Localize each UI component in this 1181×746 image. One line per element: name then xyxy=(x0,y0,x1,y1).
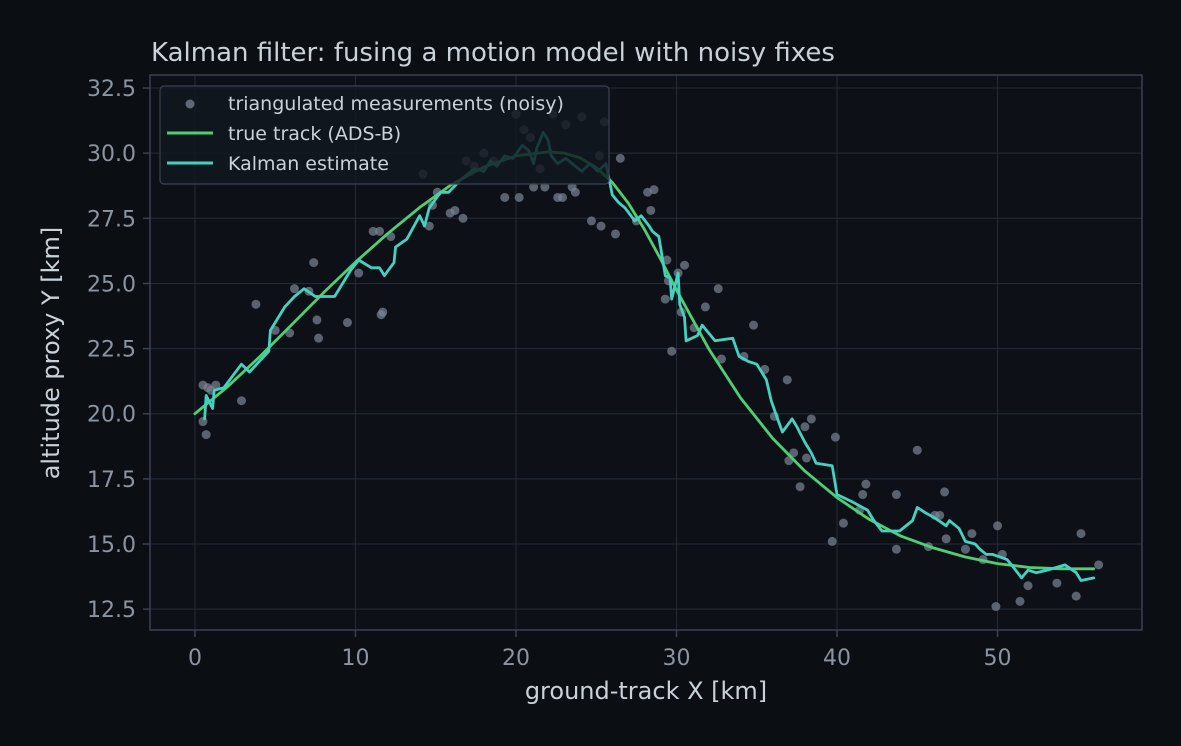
measurement-point xyxy=(838,518,848,528)
measurement-point xyxy=(713,284,723,294)
x-axis-label: ground-track X [km] xyxy=(525,677,767,705)
measurement-point xyxy=(891,544,901,554)
measurement-point xyxy=(211,380,221,390)
measurement-point xyxy=(500,192,510,202)
legend-label-measurements: triangulated measurements (noisy) xyxy=(228,93,564,115)
measurement-point xyxy=(570,187,580,197)
measurement-point xyxy=(201,430,211,440)
measurement-point xyxy=(342,318,352,328)
measurement-point xyxy=(354,268,364,278)
x-tick-label: 50 xyxy=(984,646,1012,671)
measurement-point xyxy=(795,482,805,492)
y-tick-label: 30.0 xyxy=(87,142,136,167)
true-track-line xyxy=(193,150,1096,571)
legend-label-kalman: Kalman estimate xyxy=(228,153,389,175)
y-tick-label: 15.0 xyxy=(87,533,136,558)
measurement-point xyxy=(611,229,621,239)
y-tick-label: 25.0 xyxy=(87,272,136,297)
measurement-point xyxy=(1071,591,1081,601)
measurement-point xyxy=(830,432,840,442)
measurement-point xyxy=(827,536,837,546)
measurement-point xyxy=(1052,578,1062,588)
legend-box xyxy=(159,85,610,185)
measurement-point xyxy=(891,490,901,500)
measurement-point xyxy=(967,529,977,539)
measurement-point xyxy=(858,490,868,500)
measurement-point xyxy=(649,185,659,195)
y-tick-label: 12.5 xyxy=(87,598,136,623)
measurement-point xyxy=(662,255,672,265)
measurement-point xyxy=(289,284,299,294)
x-tick-label: 20 xyxy=(502,646,530,671)
measurement-point xyxy=(935,510,945,520)
legend-label-true-track: true track (ADS-B) xyxy=(228,123,401,145)
measurement-point xyxy=(912,445,922,455)
y-tick-label: 32.5 xyxy=(87,77,136,102)
y-tick-label: 22.5 xyxy=(87,338,136,363)
measurement-point xyxy=(782,375,792,385)
measurement-point xyxy=(450,205,460,215)
measurement-point xyxy=(596,221,606,231)
measurement-point xyxy=(646,205,656,215)
measurement-point xyxy=(667,346,677,356)
measurement-point xyxy=(749,320,759,330)
y-tick-label: 27.5 xyxy=(87,207,136,232)
measurement-point xyxy=(716,354,726,364)
y-tick-label: 20.0 xyxy=(87,403,136,428)
measurement-point xyxy=(424,221,434,231)
plot-marks xyxy=(193,109,1104,612)
plot-frame xyxy=(149,74,1143,631)
x-tick-label: 0 xyxy=(188,646,202,671)
measurement-point xyxy=(1076,529,1086,539)
legend-marker-measurements xyxy=(185,99,195,109)
measurement-point xyxy=(789,448,799,458)
measurement-point xyxy=(802,453,812,463)
legend: triangulated measurements (noisy) true t… xyxy=(159,85,610,185)
x-tick-label: 30 xyxy=(662,646,690,671)
measurement-point xyxy=(558,192,568,202)
measurement-point xyxy=(314,333,324,343)
measurement-point xyxy=(368,226,378,236)
measurement-point xyxy=(960,544,970,554)
measurement-point xyxy=(941,534,951,544)
measurement-point xyxy=(378,307,388,317)
y-axis-ticks: 12.5 15.0 17.5 20.0 22.5 25.0 27.5 30.0 32.5 xyxy=(87,77,150,623)
measurement-point xyxy=(1015,596,1025,606)
measurement-point xyxy=(540,182,550,192)
measurement-point xyxy=(1023,581,1033,591)
measurement-point xyxy=(993,521,1003,531)
measurement-point xyxy=(586,216,596,226)
measurement-point xyxy=(800,422,810,432)
measurement-point xyxy=(991,602,1001,612)
measurement-point xyxy=(1094,560,1104,570)
measurement-point xyxy=(514,192,524,202)
x-tick-label: 40 xyxy=(823,646,851,671)
measurement-point xyxy=(375,226,385,236)
y-tick-label: 17.5 xyxy=(87,468,136,493)
x-axis-ticks: 0 10 20 30 40 50 xyxy=(188,630,1012,671)
measurement-point xyxy=(529,182,539,192)
measurement-point xyxy=(309,258,319,268)
measurement-point xyxy=(615,153,625,163)
kalman-estimate-line xyxy=(203,130,1096,582)
measurement-point xyxy=(198,417,208,427)
measurement-point xyxy=(861,479,871,489)
measurement-point xyxy=(806,414,816,424)
chart-title: Kalman filter: fusing a motion model wit… xyxy=(151,38,835,68)
x-tick-label: 10 xyxy=(341,646,369,671)
y-axis-label: altitude proxy Y [km] xyxy=(37,227,65,480)
measurement-point xyxy=(236,396,246,406)
measurement-point xyxy=(251,299,261,309)
measurement-point xyxy=(312,315,322,325)
measurement-point xyxy=(700,302,710,312)
measurement-point xyxy=(458,213,468,223)
measurement-point xyxy=(680,260,690,270)
measurement-point xyxy=(660,294,670,304)
measurement-point xyxy=(940,487,950,497)
